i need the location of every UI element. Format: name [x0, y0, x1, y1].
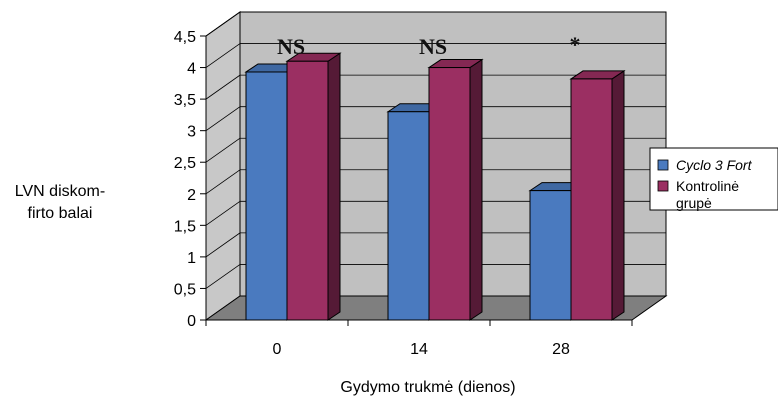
y-tick-label: 3 [187, 124, 196, 141]
legend-box [649, 147, 778, 211]
y-tick-label: 3,5 [174, 92, 196, 109]
x-tick-label: 14 [410, 341, 428, 358]
y-tick-label: 0,5 [174, 281, 196, 298]
y-axis-title-line-1: LVN diskom- [15, 183, 105, 200]
x-axis-title: Gydymo trukmė (dienos) [340, 379, 515, 396]
legend: Cyclo 3 Fort Kontrolinė grupė [649, 147, 778, 211]
y-tick-label: 2,5 [174, 155, 196, 172]
y-tick-label: 1,5 [174, 218, 196, 235]
y-tick-label: 2 [187, 187, 196, 204]
gridline-side [205, 201, 241, 226]
legend-swatch-cyclo [657, 159, 669, 171]
legend-label-kontroline-line-1: Kontrolinė [676, 178, 739, 194]
bar-side [469, 58, 483, 321]
x-tick-label: 0 [273, 341, 282, 358]
gridline-side [205, 169, 241, 195]
bar-front [529, 190, 572, 321]
bar-side [611, 69, 625, 321]
significance-label: * [570, 32, 581, 57]
x-ticks: 0 14 28 [205, 320, 633, 358]
bar-front [387, 111, 430, 321]
gridline-side [205, 43, 241, 68]
bar-front [428, 67, 471, 321]
significance-label: NS [277, 34, 305, 59]
gridline-side [205, 264, 241, 289]
legend-swatch-kontroline [657, 180, 669, 192]
gridline-side [205, 137, 241, 163]
side-wall [205, 11, 241, 321]
gridline-side [205, 232, 241, 258]
y-ticks: 0 0,5 1 1,5 2 2,5 3 3,5 4 4,5 [174, 29, 206, 330]
legend-label-cyclo: Cyclo 3 Fort [676, 157, 753, 173]
y-tick-label: 0 [187, 313, 196, 330]
bars [244, 52, 626, 321]
significance-label: NS [419, 34, 447, 59]
y-tick-label: 4 [187, 61, 196, 78]
bar-front [286, 60, 329, 321]
y-tick-label: 1 [187, 250, 196, 267]
gridline-side [205, 74, 241, 100]
bar [427, 58, 484, 321]
bar-front [245, 71, 288, 321]
y-tick-label: 4,5 [174, 29, 196, 46]
bar-front [570, 78, 613, 321]
annotations: NS NS * [277, 32, 581, 59]
gridline-side [205, 11, 241, 37]
bar [569, 69, 626, 321]
gridline-side [205, 106, 241, 131]
x-tick-label: 28 [552, 341, 570, 358]
legend-label-kontroline-line-2: grupė [676, 195, 712, 211]
y-axis-title-line-2: firto balai [28, 205, 93, 222]
bar-side [327, 52, 341, 321]
bar [285, 52, 342, 321]
